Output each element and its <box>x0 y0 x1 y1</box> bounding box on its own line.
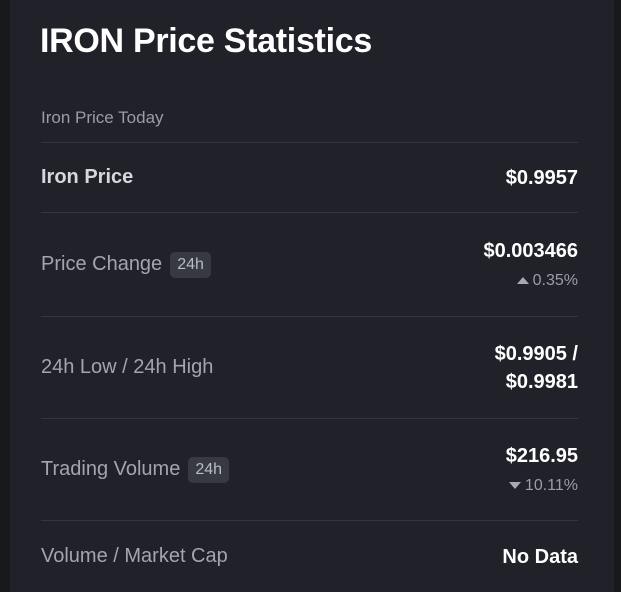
price-change-value: $0.003466 <box>483 239 578 262</box>
statistics-table: Iron Price $0.9957 Price Change 24h $0.0… <box>41 142 578 592</box>
section-label: Iron Price Today <box>41 108 164 127</box>
trading-volume-percent: 10.11% <box>506 475 578 497</box>
low-value: $0.9905 / <box>494 342 578 365</box>
trading-volume-value-group: $216.95 10.11% <box>506 442 578 497</box>
high-value: $0.9981 <box>505 370 578 393</box>
iron-price-label-text: Iron Price <box>41 166 134 188</box>
trading-volume-value: $216.95 <box>505 444 578 467</box>
price-change-period-badge: 24h <box>170 251 211 278</box>
low-high-label-text: 24h Low / 24h High <box>41 356 214 378</box>
price-change-label: Price Change 24h <box>41 251 211 278</box>
price-change-percent: 0.35% <box>483 270 578 292</box>
triangle-up-icon <box>516 277 529 285</box>
price-change-percent-text: 0.35% <box>532 271 578 289</box>
low-high-value: $0.9905 / $0.9981 <box>495 340 578 396</box>
row-volume-market-cap: Volume / Market Cap No Data <box>41 520 578 592</box>
iron-price-label: Iron Price <box>41 166 133 189</box>
triangle-down-icon <box>508 482 521 490</box>
low-high-label: 24h Low / 24h High <box>41 356 213 379</box>
volume-market-cap-label-text: Volume / Market Cap <box>41 545 228 567</box>
volume-market-cap-value: No Data <box>502 545 578 568</box>
price-change-value-group: $0.003466 0.35% <box>483 237 578 292</box>
row-trading-volume: Trading Volume 24h $216.95 10.11% <box>41 418 578 520</box>
page-title: IRON Price Statistics <box>40 22 372 60</box>
price-change-label-text: Price Change <box>41 253 163 275</box>
trading-volume-label: Trading Volume 24h <box>41 456 230 483</box>
price-statistics-panel: IRON Price Statistics Iron Price Today I… <box>10 0 614 592</box>
volume-market-cap-label: Volume / Market Cap <box>41 545 228 568</box>
trading-volume-percent-text: 10.11% <box>524 476 578 494</box>
row-iron-price: Iron Price $0.9957 <box>41 142 578 212</box>
trading-volume-period-badge: 24h <box>188 456 230 483</box>
row-price-change: Price Change 24h $0.003466 0.35% <box>41 212 578 316</box>
row-low-high: 24h Low / 24h High $0.9905 / $0.9981 <box>41 316 578 418</box>
trading-volume-label-text: Trading Volume <box>41 458 181 480</box>
iron-price-value: $0.9957 <box>505 166 578 189</box>
